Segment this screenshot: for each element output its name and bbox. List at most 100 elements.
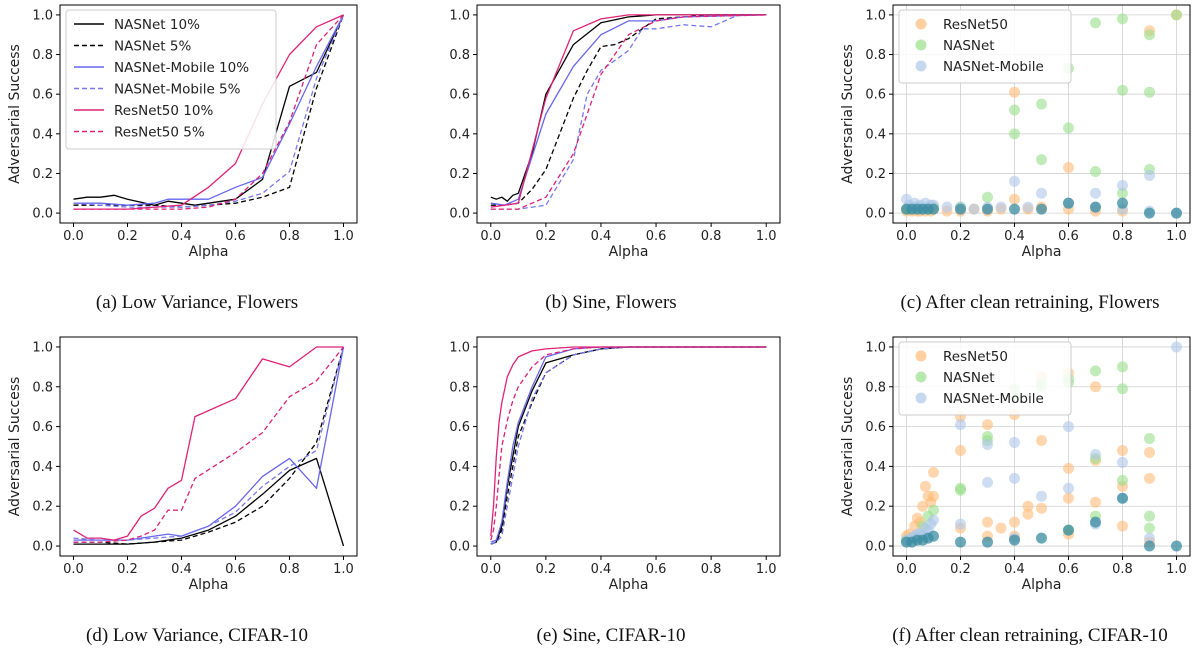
series-line-3 (490, 346, 767, 543)
scatter-point (955, 419, 966, 431)
panel-caption: (d) Low Variance, CIFAR-10 (86, 625, 308, 646)
y-tick-label: 0.4 (865, 127, 886, 142)
x-tick-label: 0.8 (1112, 562, 1133, 577)
scatter-point (1036, 154, 1047, 166)
scatter-point (928, 514, 939, 526)
scatter-point (1022, 201, 1034, 213)
legend: ResNet50 NASNet NASNet-Mobile (898, 9, 1072, 84)
x-axis-label: Alpha (1022, 244, 1062, 260)
scatter-point (1117, 361, 1128, 373)
series-line-6 (73, 346, 345, 543)
y-tick-label: 0.2 (32, 500, 53, 515)
scatter-point (955, 484, 966, 496)
y-tick-label: 0.2 (865, 500, 886, 515)
scatter-point (982, 203, 993, 215)
x-tick-label: 0.0 (896, 229, 917, 244)
series-line-4 (73, 346, 345, 541)
y-axis-label: Adversarial Success (840, 377, 856, 517)
y-tick-label: 0.0 (865, 540, 886, 555)
x-tick-label: 0.8 (1112, 229, 1133, 244)
scatter-point (955, 203, 966, 215)
scatter-point (928, 203, 939, 215)
scatter-point (919, 480, 931, 492)
x-tick-label: 0.0 (896, 562, 917, 577)
scatter-point (955, 536, 966, 548)
series-line-2 (73, 14, 345, 208)
x-tick-label: 0.0 (63, 229, 84, 244)
x-tick-label: 0.8 (701, 562, 722, 577)
scatter-point (1036, 203, 1047, 215)
chart-panel-6: 0.0 0.0 0.2 0.2 0.4 0.4 0.6 0.6 0.8 0.8 1.0 1.0 Alph… (840, 336, 1191, 646)
y-tick-label: 0.4 (865, 460, 886, 475)
scatter-point (1090, 187, 1101, 199)
scatter-point (1009, 175, 1020, 187)
x-tick-label: 0.2 (950, 562, 971, 577)
scatter-point (1090, 496, 1101, 508)
scatter-point (1090, 448, 1101, 460)
x-tick-label: 0.4 (171, 562, 192, 577)
scatter-point (1009, 437, 1020, 449)
legend-label: NASNet-Mobile 5% (114, 82, 241, 98)
legend-label: NASNet-Mobile (943, 59, 1044, 75)
x-tick-label: 0.6 (1058, 562, 1079, 577)
scatter-point (982, 476, 993, 488)
legend-label: NASNet (943, 370, 995, 386)
series-line-3 (73, 346, 345, 541)
scatter-point (1090, 381, 1101, 393)
y-axis-label: Adversarial Success (7, 377, 23, 517)
scatter-point (1063, 482, 1074, 494)
y-tick-label: 0.0 (32, 207, 53, 222)
x-axis-label: Alpha (1022, 577, 1062, 593)
scatter-point (1144, 29, 1155, 41)
y-tick-label: 0.8 (449, 48, 470, 63)
panel-caption: (c) After clean retraining, Flowers (900, 292, 1159, 313)
x-tick-label: 0.8 (701, 229, 722, 244)
scatter-point (1117, 197, 1128, 209)
scatter-point (1036, 532, 1047, 544)
scatter-point (1144, 510, 1155, 522)
x-tick-label: 1.0 (333, 562, 354, 577)
scatter-point (1117, 474, 1128, 486)
scatter-point (1117, 179, 1128, 191)
x-tick-label: 0.4 (591, 229, 612, 244)
scatter-point (982, 191, 993, 203)
scatter-point (1009, 203, 1020, 215)
scatter-point (982, 439, 993, 451)
series-line-5 (490, 346, 767, 537)
x-tick-label: 0.2 (950, 229, 971, 244)
chart-panel-3: 0.0 0.0 0.2 0.2 0.4 0.4 0.6 0.6 0.8 0.8 1.0 1.0 Alph… (840, 4, 1191, 313)
x-tick-label: 0.6 (1058, 229, 1079, 244)
x-tick-label: 0.8 (279, 562, 300, 577)
plot-area (901, 9, 1182, 219)
scatter-point (928, 490, 939, 502)
scatter-point (1144, 522, 1155, 534)
y-tick-label: 0.6 (865, 88, 886, 103)
y-tick-label: 1.0 (865, 340, 886, 355)
y-tick-label: 0.4 (449, 460, 470, 475)
x-tick-label: 0.6 (646, 562, 667, 577)
chart-panel-5: 0.0 0.0 0.2 0.2 0.4 0.4 0.6 0.6 0.8 0.8 1.0 1.0 Alph… (449, 336, 781, 646)
x-tick-label: 1.0 (1166, 229, 1187, 244)
scatter-point (928, 504, 939, 516)
scatter-point (1090, 516, 1101, 528)
series-line-2 (73, 346, 345, 545)
x-tick-label: 0.0 (480, 562, 501, 577)
series-line-3 (490, 14, 767, 206)
y-tick-label: 0.8 (865, 48, 886, 63)
plot-frame (59, 4, 358, 224)
legend-swatch (915, 392, 927, 404)
scatter-point (1090, 165, 1101, 177)
y-tick-label: 1.0 (449, 340, 470, 355)
scatter-point (1009, 104, 1020, 116)
scatter-point (1144, 540, 1155, 552)
scatter-point (928, 466, 939, 478)
x-tick-label: 0.2 (117, 562, 138, 577)
y-tick-label: 0.4 (32, 460, 53, 475)
legend-swatch (915, 371, 927, 383)
scatter-point (1171, 341, 1182, 353)
x-tick-label: 0.2 (536, 229, 557, 244)
scatter-point (1063, 524, 1074, 536)
panel-caption: (e) Sine, CIFAR-10 (537, 625, 686, 646)
y-tick-label: 0.8 (32, 380, 53, 395)
x-axis-label: Alpha (189, 577, 229, 593)
